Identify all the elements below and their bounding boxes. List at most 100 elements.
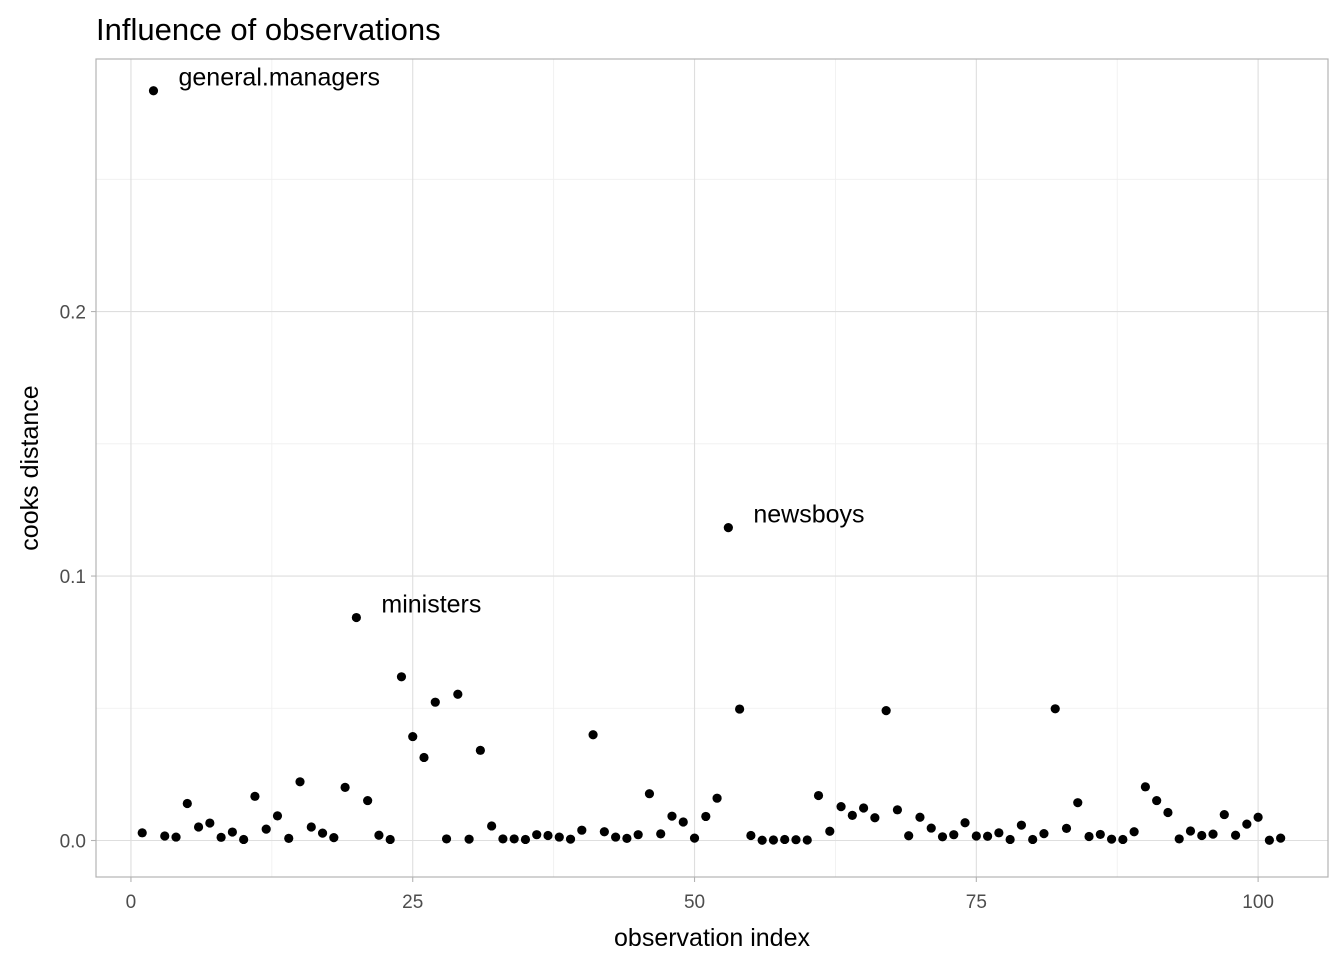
data-point (892, 805, 903, 815)
point-annotation: ministers (381, 591, 481, 619)
data-point (757, 835, 767, 845)
x-tick-label: 25 (402, 892, 423, 913)
data-point (577, 825, 587, 835)
x-tick-label: 100 (1242, 892, 1274, 913)
data-point (351, 612, 361, 623)
data-point (1028, 834, 1038, 845)
axis-ticks: 0 25 50 75 100 0.0 0.1 0.2 (60, 303, 1274, 913)
data-point (768, 835, 779, 845)
data-point (520, 834, 531, 845)
point-annotation: general.managers (178, 64, 380, 92)
y-tick-label: 0.0 (60, 832, 86, 853)
x-axis-title: observation index (614, 924, 810, 952)
data-point (1242, 819, 1252, 829)
data-point (1061, 823, 1072, 833)
data-point (994, 828, 1004, 838)
data-point (329, 832, 339, 843)
data-point (1095, 829, 1105, 840)
data-point (982, 831, 993, 841)
data-point (509, 834, 519, 844)
data-point (475, 745, 485, 755)
data-point (419, 752, 429, 763)
data-point (791, 835, 801, 845)
data-point (464, 834, 474, 844)
point-annotation: newsboys (753, 501, 864, 529)
data-point (1005, 834, 1015, 845)
data-point (622, 833, 632, 843)
data-point (1264, 835, 1274, 845)
data-point (430, 697, 440, 707)
data-point (1073, 798, 1083, 808)
data-point (250, 791, 260, 801)
data-point (171, 832, 181, 842)
data-point (836, 802, 846, 812)
data-point (904, 831, 914, 841)
data-point (498, 834, 508, 844)
data-point (441, 834, 452, 844)
y-axis-title: cooks distance (16, 385, 44, 550)
panel-border (95, 58, 1329, 878)
data-point (712, 793, 722, 803)
data-point (971, 831, 981, 841)
data-point (859, 803, 869, 813)
data-point (1197, 830, 1207, 841)
data-point (306, 822, 316, 832)
data-point (847, 810, 857, 820)
data-point (1163, 807, 1173, 818)
data-point (735, 704, 745, 714)
data-point (1050, 704, 1060, 714)
data-point (1039, 829, 1049, 839)
data-point (825, 826, 835, 836)
y-tick-label: 0.1 (60, 567, 86, 588)
data-points (137, 86, 1286, 845)
x-tick-label: 75 (966, 892, 987, 913)
data-point (532, 830, 542, 840)
data-point (1140, 782, 1150, 792)
data-point (1219, 809, 1229, 820)
data-point (678, 817, 688, 827)
data-point (656, 829, 666, 839)
data-point (148, 86, 159, 96)
x-tick-label: 50 (684, 892, 705, 913)
data-point (160, 831, 170, 841)
data-point (1152, 795, 1162, 806)
data-point (554, 832, 564, 842)
data-point (937, 832, 948, 842)
data-point (1230, 830, 1241, 840)
data-point (949, 830, 959, 840)
data-point (565, 834, 576, 844)
data-point (1253, 812, 1263, 822)
data-point (1129, 827, 1139, 837)
data-point (374, 830, 384, 840)
data-point (227, 827, 237, 837)
data-point (1208, 829, 1218, 839)
data-point (701, 811, 711, 822)
data-point (340, 782, 350, 792)
data-point (1084, 831, 1094, 842)
data-point (926, 823, 936, 833)
x-tick-label: 0 (126, 892, 137, 913)
data-point (408, 731, 418, 742)
data-point (453, 689, 463, 699)
data-point (363, 795, 373, 806)
y-tick-label: 0.2 (60, 303, 86, 324)
data-point (1106, 834, 1117, 844)
data-point (644, 789, 655, 799)
data-point (667, 811, 677, 821)
data-point (182, 798, 192, 809)
data-point (915, 812, 925, 822)
data-point (588, 730, 598, 740)
data-point (239, 834, 249, 845)
chart-title: Influence of observations (96, 12, 441, 47)
data-point (543, 830, 553, 841)
data-point (1118, 834, 1128, 845)
grid (96, 59, 1328, 877)
data-point (689, 833, 700, 843)
data-point (272, 811, 283, 821)
data-point (723, 523, 733, 533)
data-point (1016, 820, 1027, 830)
data-point (1174, 834, 1184, 844)
data-point (284, 833, 294, 843)
data-point (881, 706, 891, 716)
